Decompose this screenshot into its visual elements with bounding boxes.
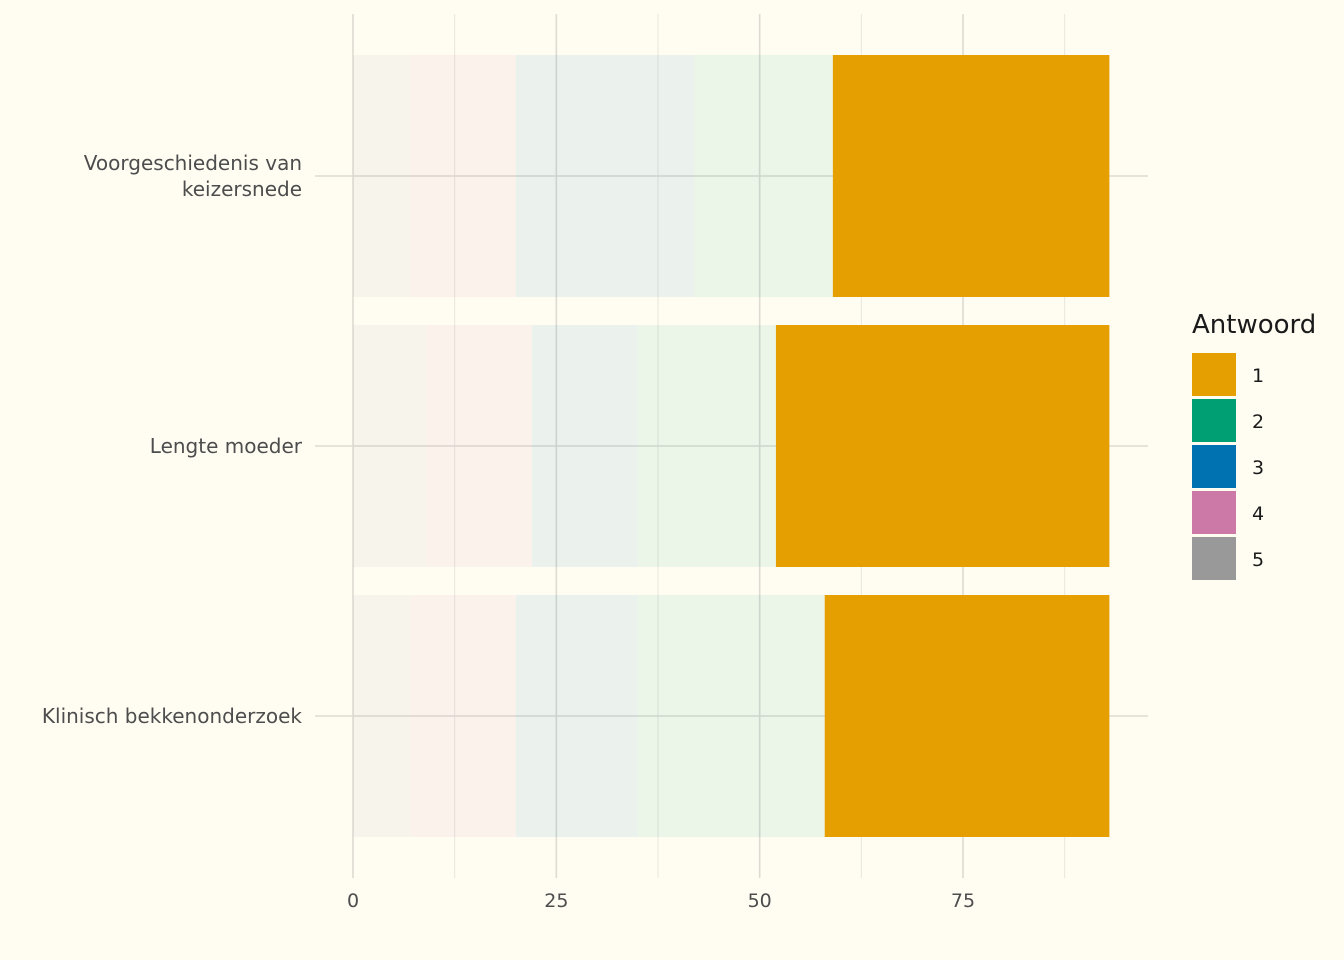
category-label: Klinisch bekkenonderzoek bbox=[42, 704, 303, 728]
bar-segment-2 bbox=[637, 595, 825, 837]
x-tick-label: 0 bbox=[347, 890, 359, 912]
legend-key-5 bbox=[1192, 537, 1236, 580]
bar-segment-4 bbox=[409, 595, 516, 837]
legend-label: 2 bbox=[1252, 411, 1264, 433]
legend: Antwoord 1 2 3 4 5 bbox=[1192, 310, 1316, 580]
legend-key-2 bbox=[1192, 399, 1236, 442]
legend-title: Antwoord bbox=[1192, 310, 1316, 340]
bar-segment-5 bbox=[353, 325, 427, 567]
legend-key-4 bbox=[1192, 491, 1236, 534]
category-label: Lengte moeder bbox=[150, 434, 303, 458]
bar-segment-1 bbox=[832, 55, 1110, 297]
category-label: Voorgeschiedenis van bbox=[84, 151, 302, 175]
bar-segment-3 bbox=[515, 595, 638, 837]
bar-segment-2 bbox=[694, 55, 833, 297]
bar-segment-4 bbox=[409, 55, 516, 297]
x-axis-ticks: 0 25 50 75 bbox=[347, 890, 975, 912]
legend-label: 1 bbox=[1252, 365, 1264, 387]
bar-segment-3 bbox=[531, 325, 638, 567]
bar-segment-5 bbox=[353, 55, 410, 297]
x-tick-label: 50 bbox=[748, 890, 772, 912]
bar-segment-2 bbox=[637, 325, 776, 567]
legend-label: 4 bbox=[1252, 503, 1264, 525]
bar-segment-5 bbox=[353, 595, 410, 837]
bar-segment-1 bbox=[824, 595, 1110, 837]
bar-segment-3 bbox=[515, 55, 695, 297]
legend-key-3 bbox=[1192, 445, 1236, 488]
legend-key-1 bbox=[1192, 353, 1236, 396]
legend-label: 3 bbox=[1252, 457, 1264, 479]
bars bbox=[353, 55, 1110, 837]
bar-segment-4 bbox=[426, 325, 532, 567]
legend-label: 5 bbox=[1252, 549, 1264, 571]
category-label: keizersnede bbox=[182, 177, 302, 201]
x-tick-label: 75 bbox=[951, 890, 975, 912]
x-tick-label: 25 bbox=[544, 890, 568, 912]
bar-segment-1 bbox=[775, 325, 1110, 567]
